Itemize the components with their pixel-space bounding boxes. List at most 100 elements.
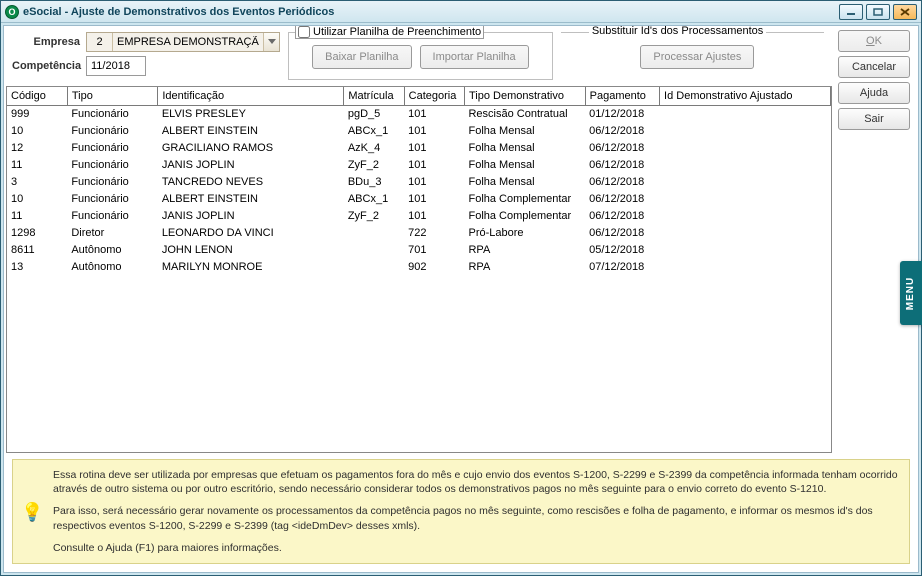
substituir-legend: Substituir Id's dos Processamentos: [589, 25, 766, 37]
cell-categoria: 701: [404, 241, 464, 258]
info-paragraph-1: Essa rotina deve ser utilizada por empre…: [53, 468, 899, 496]
grid[interactable]: CódigoTipoIdentificaçãoMatrículaCategori…: [6, 86, 832, 453]
table-row[interactable]: 13AutônomoMARILYN MONROE902RPA07/12/2018: [7, 258, 831, 275]
cell-matricula: ABCx_1: [344, 122, 404, 139]
table-row[interactable]: 10FuncionárioALBERT EINSTEINABCx_1101Fol…: [7, 190, 831, 207]
cell-matricula: ABCx_1: [344, 190, 404, 207]
app-icon-letter: O: [8, 7, 15, 17]
cell-matricula: ZyF_2: [344, 156, 404, 173]
cell-matricula: ZyF_2: [344, 207, 404, 224]
cell-ident: GRACILIANO RAMOS: [158, 139, 344, 156]
cell-categoria: 101: [404, 105, 464, 122]
col-pagto[interactable]: Pagamento: [585, 87, 659, 105]
cell-ident: MARILYN MONROE: [158, 258, 344, 275]
cell-tipodem: RPA: [464, 241, 585, 258]
table-row[interactable]: 1298DiretorLEONARDO DA VINCI722Pró-Labor…: [7, 224, 831, 241]
planilha-checkbox[interactable]: [298, 26, 310, 38]
importar-planilha-button[interactable]: Importar Planilha: [420, 45, 529, 69]
ok-button[interactable]: OK: [838, 30, 910, 52]
menu-tab-label: MENU: [906, 276, 917, 309]
cell-tipo: Funcionário: [67, 190, 157, 207]
cell-ident: ELVIS PRESLEY: [158, 105, 344, 122]
cell-ident: TANCREDO NEVES: [158, 173, 344, 190]
cell-categoria: 101: [404, 207, 464, 224]
cell-codigo: 10: [7, 190, 67, 207]
col-matricula[interactable]: Matrícula: [344, 87, 404, 105]
empresa-code-input[interactable]: [87, 33, 113, 51]
cell-matricula: BDu_3: [344, 173, 404, 190]
table-row[interactable]: 12FuncionárioGRACILIANO RAMOSAzK_4101Fol…: [7, 139, 831, 156]
table-row[interactable]: 999FuncionárioELVIS PRESLEYpgD_5101Resci…: [7, 105, 831, 122]
empresa-combo[interactable]: [86, 32, 280, 52]
cell-codigo: 12: [7, 139, 67, 156]
cell-tipodem: Pró-Labore: [464, 224, 585, 241]
cell-tipo: Diretor: [67, 224, 157, 241]
cell-tipodem: Rescisão Contratual: [464, 105, 585, 122]
cell-categoria: 902: [404, 258, 464, 275]
cell-tipo: Funcionário: [67, 156, 157, 173]
filter-panel: Empresa Competência: [12, 32, 280, 80]
processar-ajustes-button[interactable]: Processar Ajustes: [640, 45, 754, 69]
client-area: OK Cancelar Ajuda Sair Empresa Competênc…: [3, 25, 919, 573]
planilha-panel: Utilizar Planilha de Preenchimento Baixa…: [288, 32, 553, 80]
competencia-label: Competência: [12, 60, 80, 72]
cell-matricula: [344, 224, 404, 241]
cell-tipodem: Folha Mensal: [464, 173, 585, 190]
table-row[interactable]: 11FuncionárioJANIS JOPLINZyF_2101Folha M…: [7, 156, 831, 173]
cell-tipodem: Folha Complementar: [464, 190, 585, 207]
minimize-button[interactable]: [839, 4, 863, 20]
planilha-checkbox-wrap[interactable]: Utilizar Planilha de Preenchimento: [295, 25, 484, 39]
maximize-button[interactable]: [866, 4, 890, 20]
cell-idaj: [660, 173, 831, 190]
app-window: O eSocial - Ajuste de Demonstrativos dos…: [0, 0, 922, 576]
cell-pagto: 06/12/2018: [585, 156, 659, 173]
cell-categoria: 722: [404, 224, 464, 241]
cell-matricula: [344, 241, 404, 258]
cell-pagto: 05/12/2018: [585, 241, 659, 258]
empresa-label: Empresa: [12, 36, 80, 48]
empresa-dropdown-icon[interactable]: [263, 33, 279, 51]
close-button[interactable]: [893, 4, 917, 20]
col-tipo[interactable]: Tipo: [67, 87, 157, 105]
cell-ident: JOHN LENON: [158, 241, 344, 258]
col-categoria[interactable]: Categoria: [404, 87, 464, 105]
cell-codigo: 999: [7, 105, 67, 122]
cell-tipo: Autônomo: [67, 258, 157, 275]
cell-idaj: [660, 139, 831, 156]
col-ident[interactable]: Identificação: [158, 87, 344, 105]
cell-pagto: 01/12/2018: [585, 105, 659, 122]
cancel-button[interactable]: Cancelar: [838, 56, 910, 78]
cell-tipodem: Folha Mensal: [464, 139, 585, 156]
cell-tipodem: Folha Complementar: [464, 207, 585, 224]
table-row[interactable]: 8611AutônomoJOHN LENON701RPA05/12/2018: [7, 241, 831, 258]
planilha-checkbox-label: Utilizar Planilha de Preenchimento: [313, 26, 481, 38]
competencia-input[interactable]: [86, 56, 146, 76]
exit-button[interactable]: Sair: [838, 108, 910, 130]
table-row[interactable]: 3FuncionárioTANCREDO NEVESBDu_3101Folha …: [7, 173, 831, 190]
cell-categoria: 101: [404, 156, 464, 173]
baixar-planilha-button[interactable]: Baixar Planilha: [312, 45, 411, 69]
info-paragraph-2: Para isso, será necessário gerar novamen…: [53, 504, 899, 532]
cell-ident: ALBERT EINSTEIN: [158, 190, 344, 207]
col-codigo[interactable]: Código: [7, 87, 67, 105]
cell-pagto: 06/12/2018: [585, 190, 659, 207]
empresa-name-input[interactable]: [113, 33, 263, 51]
cell-tipo: Funcionário: [67, 105, 157, 122]
cell-pagto: 07/12/2018: [585, 258, 659, 275]
window-title: eSocial - Ajuste de Demonstrativos dos E…: [23, 6, 839, 18]
col-tipodem[interactable]: Tipo Demonstrativo: [464, 87, 585, 105]
cell-pagto: 06/12/2018: [585, 207, 659, 224]
cell-ident: LEONARDO DA VINCI: [158, 224, 344, 241]
col-idaj[interactable]: Id Demonstrativo Ajustado: [660, 87, 831, 105]
cell-tipo: Funcionário: [67, 139, 157, 156]
cell-ident: JANIS JOPLIN: [158, 156, 344, 173]
menu-tab[interactable]: MENU: [900, 261, 922, 325]
lightbulb-icon: 💡: [21, 499, 43, 523]
table-row[interactable]: 11FuncionárioJANIS JOPLINZyF_2101Folha C…: [7, 207, 831, 224]
cell-idaj: [660, 207, 831, 224]
table-row[interactable]: 10FuncionárioALBERT EINSTEINABCx_1101Fol…: [7, 122, 831, 139]
cell-matricula: [344, 258, 404, 275]
cell-categoria: 101: [404, 173, 464, 190]
help-button[interactable]: Ajuda: [838, 82, 910, 104]
app-icon: O: [5, 5, 19, 19]
